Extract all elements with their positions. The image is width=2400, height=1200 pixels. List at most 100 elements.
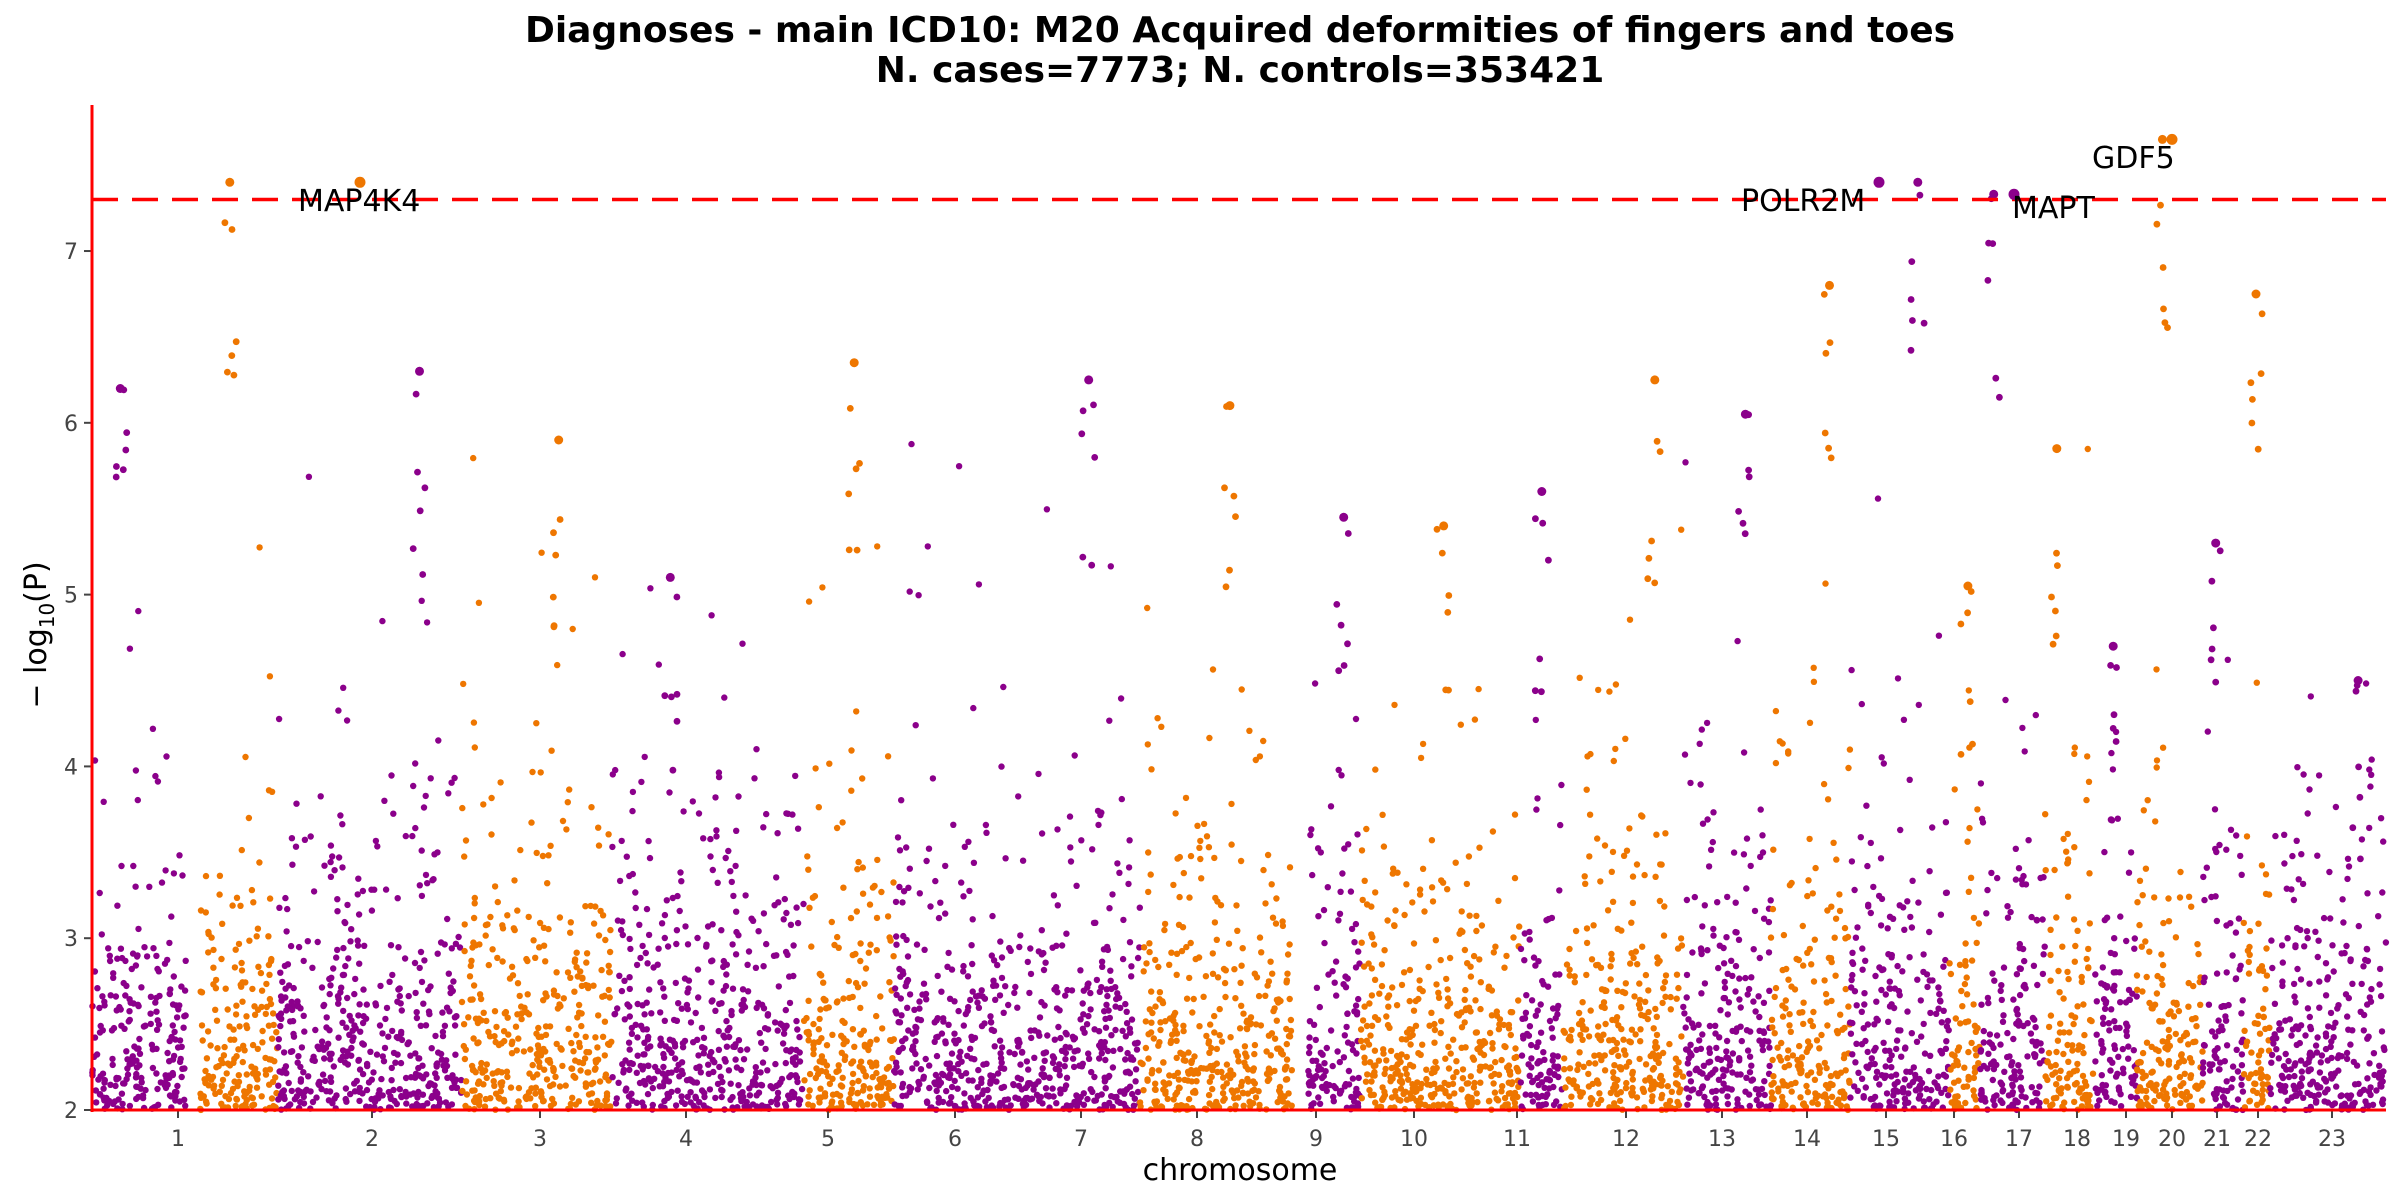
snp-point (483, 1074, 490, 1082)
snp-point (1888, 1064, 1895, 1071)
snp-point (402, 1074, 410, 1082)
snp-point (239, 1058, 246, 1066)
snp-point (1128, 963, 1135, 970)
snp-point (327, 982, 334, 989)
snp-point (1038, 927, 1046, 934)
snp-point (446, 1008, 453, 1015)
snp-point (203, 1055, 211, 1062)
snp-point (246, 937, 253, 944)
snp-point (1132, 1066, 1140, 1073)
snp-point (658, 1103, 665, 1110)
snp-point (645, 837, 652, 845)
snp-point (1306, 1018, 1314, 1025)
snp-point (1535, 1039, 1542, 1046)
snp-point (1652, 1005, 1659, 1013)
snp-point (1748, 1062, 1755, 1069)
snp-point (975, 1004, 983, 1011)
snp-point (248, 1094, 255, 1101)
snp-point (1704, 1098, 1711, 1106)
snp-point (909, 1030, 916, 1037)
snp-point (911, 1006, 918, 1013)
snp-point (1852, 934, 1860, 941)
snp-point (124, 1071, 132, 1078)
snp-point (448, 1101, 456, 1108)
snp-point (644, 1045, 651, 1052)
snp-point (1641, 871, 1648, 879)
snp-point (219, 1059, 226, 1067)
snp-point (725, 1033, 733, 1041)
snp-point (1616, 1064, 1623, 1071)
snp-point (1779, 1093, 1786, 1101)
snp-point (790, 942, 797, 949)
snp-point (327, 1074, 334, 1081)
snp-point (1000, 683, 1007, 691)
snp-point (355, 1056, 363, 1064)
snp-point (1027, 945, 1034, 952)
snp-point (1984, 994, 1992, 1002)
snp-point (1526, 1072, 1533, 1080)
snp-point (678, 1098, 686, 1106)
snp-point (1779, 1002, 1786, 1009)
snp-point (1689, 949, 1696, 956)
snp-point (1545, 1076, 1552, 1083)
snp-point (1769, 1056, 1776, 1064)
snp-point (1788, 1088, 1795, 1095)
snp-point (1925, 1067, 1933, 1075)
snp-point (136, 1050, 144, 1058)
snp-point (817, 1094, 825, 1101)
snp-point (483, 1017, 490, 1025)
snp-point (138, 1074, 145, 1082)
snp-point (1828, 1093, 1836, 1101)
snp-point (1849, 960, 1857, 968)
snp-point (458, 1076, 465, 1084)
snp-point (1314, 1066, 1322, 1074)
snp-point (1186, 894, 1193, 901)
snp-point (158, 879, 166, 886)
snp-point (1011, 1050, 1018, 1058)
snp-point (523, 955, 530, 963)
snp-point (222, 1093, 229, 1100)
peak-point (554, 435, 564, 445)
snp-point (894, 834, 902, 841)
snp-point (339, 1019, 346, 1026)
snp-point (1977, 780, 1985, 787)
snp-point (1233, 1048, 1240, 1056)
snp-point (1700, 1062, 1708, 1070)
snp-point (128, 1054, 136, 1062)
snp-point (550, 1100, 558, 1107)
snp-point (980, 1087, 987, 1094)
snp-point (461, 1055, 469, 1063)
snp-point (359, 1019, 367, 1027)
snp-point (2042, 867, 2049, 874)
snp-point (952, 1040, 959, 1047)
snp-point (640, 1103, 647, 1110)
snp-point (1142, 1018, 1150, 1025)
snp-point (865, 1046, 872, 1054)
snp-point (1579, 1089, 1587, 1096)
snp-point (794, 1026, 801, 1033)
snp-point (2078, 978, 2085, 986)
snp-point (126, 1016, 133, 1024)
snp-point (721, 694, 728, 701)
snp-point (1645, 1008, 1652, 1016)
snp-point (1680, 1003, 1687, 1011)
snp-point (126, 1102, 134, 1110)
snp-point (1495, 897, 1502, 904)
snp-point (1758, 1085, 1766, 1093)
snp-point (806, 904, 813, 911)
snp-point (1198, 875, 1205, 882)
snp-point (1155, 1042, 1162, 1049)
snp-point (1809, 1099, 1816, 1106)
snp-point (199, 1037, 206, 1044)
snp-point (1015, 793, 1022, 800)
snp-point (1501, 1094, 1509, 1102)
snp-point (1650, 1025, 1657, 1032)
snp-point (576, 1039, 583, 1047)
snp-point (254, 1076, 261, 1083)
snp-point (1663, 1101, 1670, 1109)
snp-point (1618, 1004, 1625, 1011)
snp-point (123, 429, 131, 436)
snp-point (920, 1075, 927, 1082)
snp-point (1861, 990, 1868, 997)
snp-point (857, 1004, 864, 1012)
